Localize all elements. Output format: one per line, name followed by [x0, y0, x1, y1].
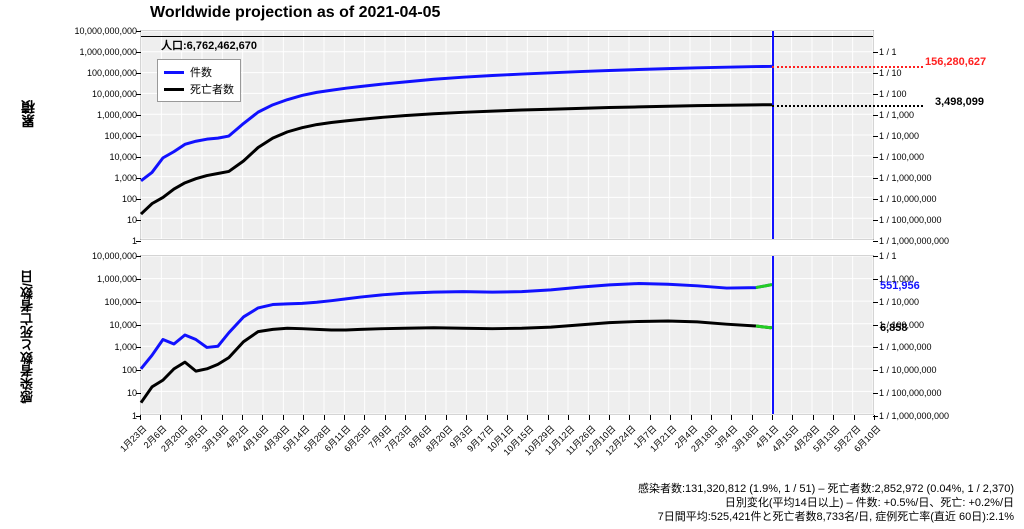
chart-title: Worldwide projection as of 2021-04-05 [150, 4, 440, 22]
ytick-right: 1 / 100 [873, 89, 907, 99]
daily-cases-value: 551,956 [880, 280, 920, 292]
legend-deaths-swatch [164, 88, 184, 91]
legend-deaths-label: 死亡者数 [190, 81, 234, 97]
ytick-right: 1 / 100,000 [873, 152, 924, 162]
cumulative-chart: 人口:6,762,462,670 件数 死亡者数 1101001,00010,0… [140, 30, 874, 240]
ytick-right: 1 / 10,000,000 [873, 194, 937, 204]
current-date-line [772, 31, 774, 239]
ytick-right: 1 / 1,000,000,000 [873, 236, 949, 246]
ytick-left: 10,000,000 [92, 89, 141, 99]
projection-cases-value: 156,280,627 [925, 56, 986, 68]
ytick-right: 1 / 1,000 [873, 110, 914, 120]
y-axis-label-bottom: 感染者数と死亡者数/日 [18, 270, 37, 404]
current-date-line [772, 256, 774, 414]
ytick-right: 1 / 1,000,000,000 [873, 411, 949, 421]
ytick-left: 10,000,000,000 [74, 26, 141, 36]
ytick-left: 10,000,000 [92, 251, 141, 261]
projection-deaths-line [772, 105, 923, 107]
ytick-right: 1 / 1,000,000 [873, 173, 932, 183]
ytick-left: 1,000,000 [97, 274, 141, 284]
ytick-left: 1,000,000 [97, 110, 141, 120]
y-axis-label-top: 累積 [18, 100, 38, 128]
ytick-right: 1 / 1,000,000 [873, 342, 932, 352]
daily-chart: 1101001,00010,000100,0001,000,00010,000,… [140, 255, 874, 415]
footer-stats-3: 7日間平均:525,421件と死亡者数8,733名/日, 症例死亡率(直近 60… [658, 508, 1014, 524]
population-label: 人口:6,762,462,670 [161, 37, 257, 53]
daily-deaths-value: 6,858 [880, 322, 908, 334]
ytick-left: 100,000,000 [87, 68, 141, 78]
projection-deaths-value: 3,498,099 [935, 96, 984, 108]
ytick-right: 1 / 10,000 [873, 131, 919, 141]
ytick-right: 1 / 10,000 [873, 297, 919, 307]
ytick-right: 1 / 100,000,000 [873, 215, 942, 225]
legend-cases-swatch [164, 71, 184, 74]
ytick-left: 1,000,000,000 [79, 47, 141, 57]
ytick-right: 1 / 10,000,000 [873, 365, 937, 375]
legend-cases-label: 件数 [190, 64, 212, 80]
legend: 件数 死亡者数 [157, 59, 241, 102]
ytick-right: 1 / 100,000,000 [873, 388, 942, 398]
